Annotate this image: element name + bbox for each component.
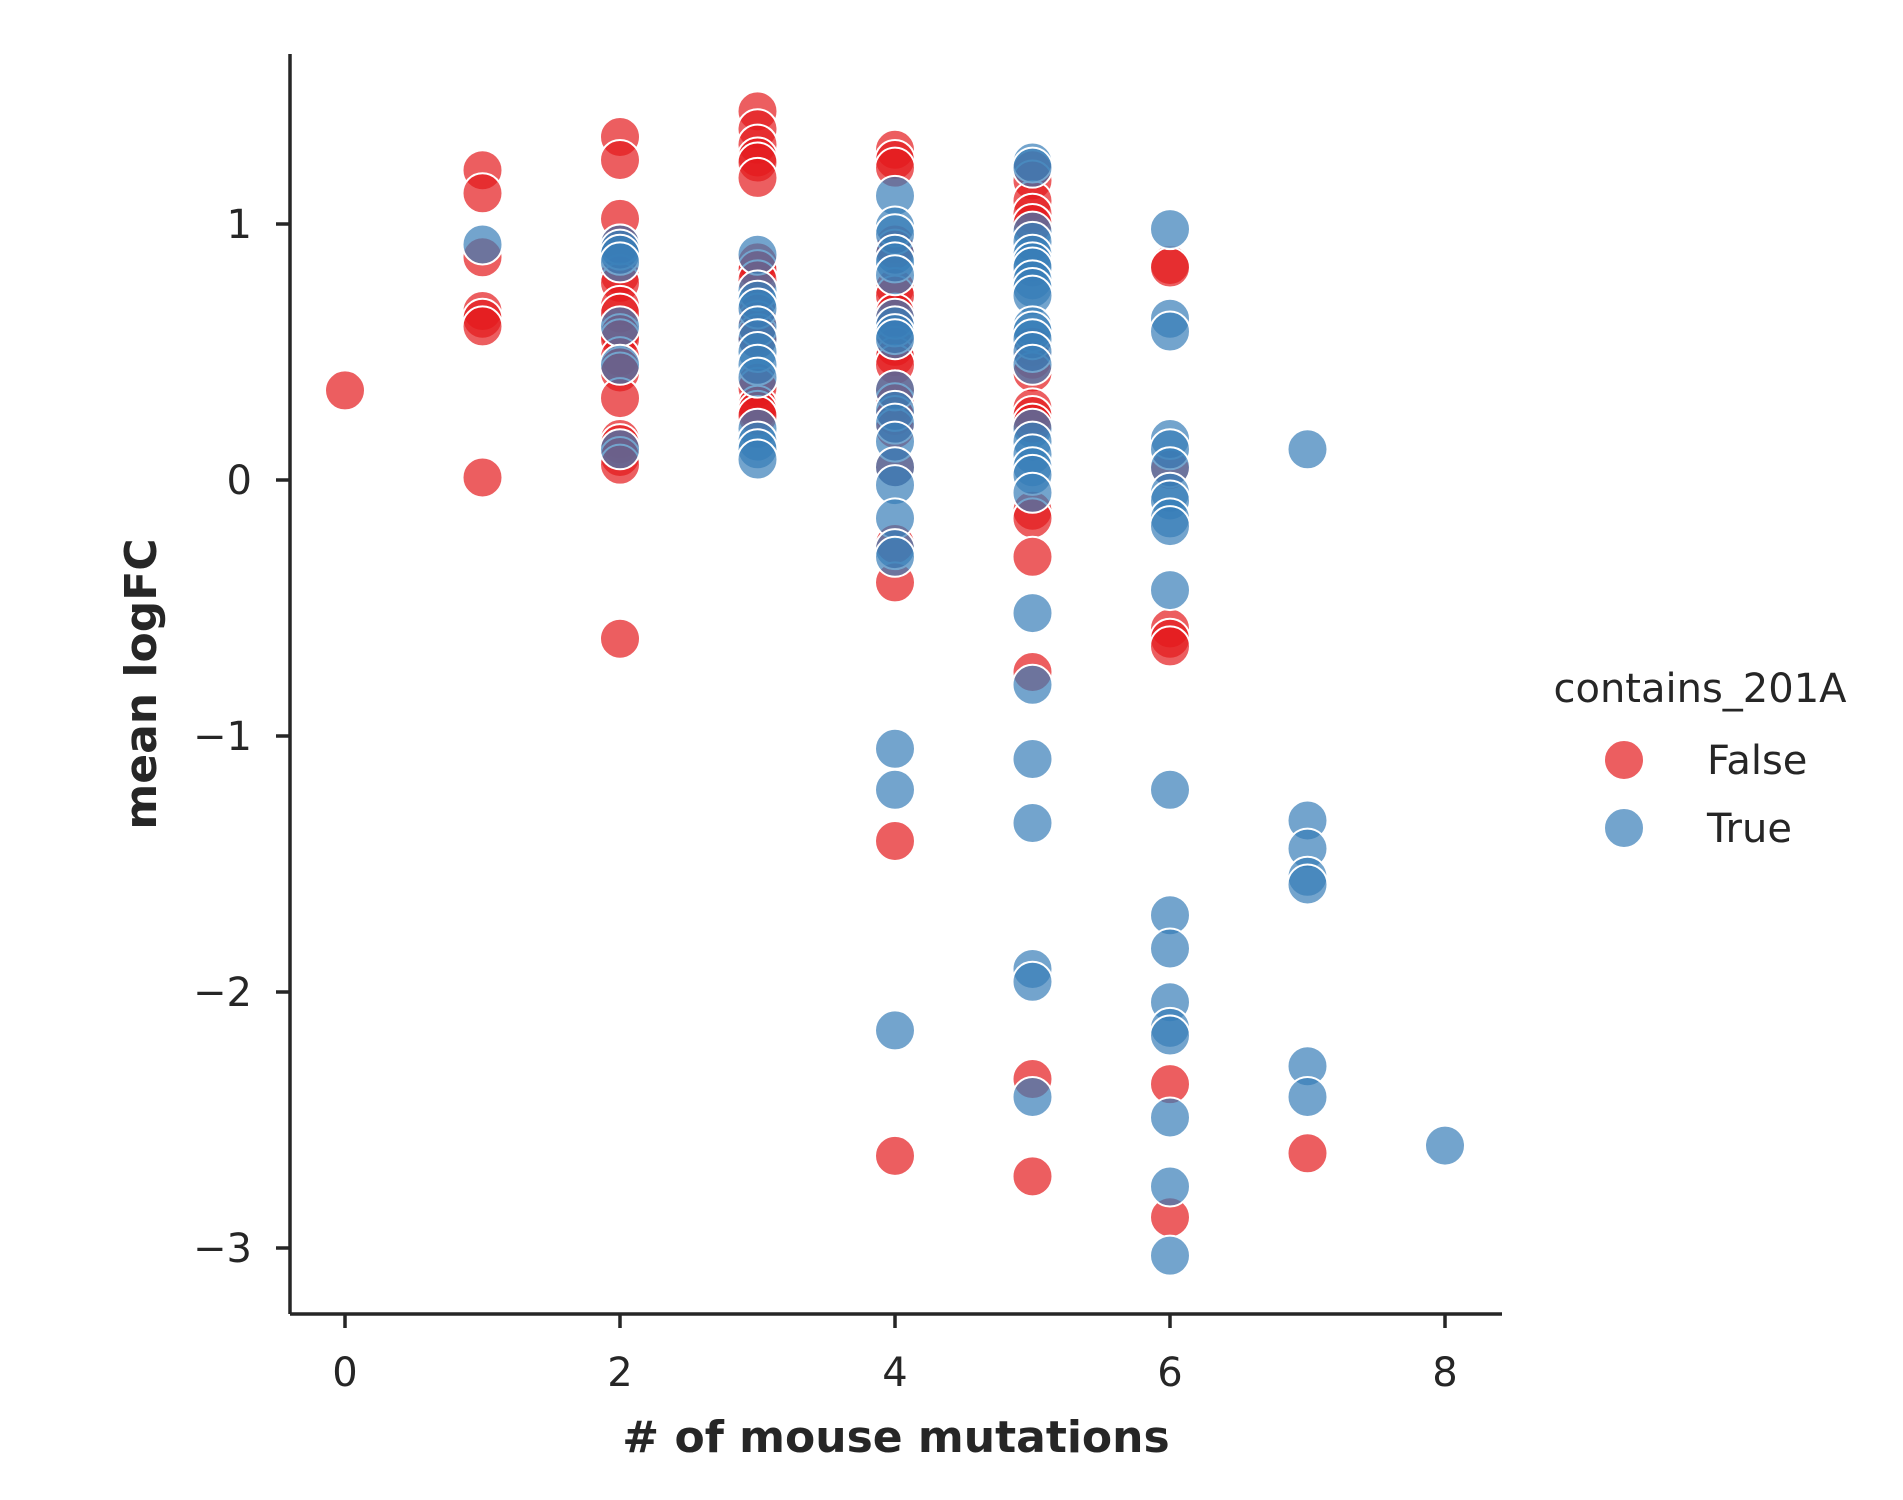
data-point bbox=[1149, 1014, 1191, 1057]
data-point bbox=[1286, 1132, 1329, 1175]
data-point bbox=[1149, 1165, 1191, 1208]
data-point bbox=[1149, 1096, 1191, 1139]
series-true bbox=[461, 141, 1466, 1277]
data-point bbox=[1011, 663, 1054, 706]
data-point bbox=[599, 241, 641, 284]
data-point bbox=[1011, 960, 1054, 1003]
y-axis-title: mean logFC bbox=[116, 538, 167, 829]
data-point bbox=[599, 305, 641, 348]
data-point bbox=[874, 535, 916, 578]
data-point bbox=[736, 233, 779, 276]
data-point bbox=[1149, 246, 1191, 289]
data-point bbox=[874, 727, 916, 770]
data-point bbox=[1011, 1075, 1054, 1118]
data-point bbox=[1149, 505, 1191, 548]
y-tick-label: −1 bbox=[193, 714, 252, 760]
data-point bbox=[1011, 343, 1054, 386]
data-point bbox=[1149, 1234, 1191, 1277]
y-ticks: 1 0 −1 −2 −3 bbox=[193, 202, 290, 1272]
data-point bbox=[1149, 569, 1191, 612]
data-point bbox=[1011, 592, 1054, 635]
legend: contains_201A False True bbox=[1553, 666, 1847, 852]
data-point bbox=[1286, 1075, 1329, 1118]
x-axis-title: # of mouse mutations bbox=[622, 1412, 1169, 1463]
data-point bbox=[324, 369, 366, 412]
data-point bbox=[736, 356, 779, 399]
data-point bbox=[1149, 768, 1191, 811]
x-tick-label: 8 bbox=[1432, 1350, 1457, 1396]
data-point bbox=[1424, 1124, 1466, 1167]
data-point bbox=[461, 305, 504, 348]
data-point bbox=[599, 428, 641, 471]
x-tick-label: 0 bbox=[332, 1350, 357, 1396]
data-point bbox=[874, 819, 916, 862]
x-tick-label: 2 bbox=[607, 1350, 632, 1396]
data-point bbox=[736, 438, 779, 481]
legend-label-false: False bbox=[1707, 738, 1807, 784]
x-tick-label: 4 bbox=[882, 1350, 907, 1396]
data-point bbox=[1011, 802, 1054, 845]
y-tick-label: −2 bbox=[193, 970, 252, 1016]
x-tick-label: 6 bbox=[1157, 1350, 1182, 1396]
x-ticks: 0 2 4 6 8 bbox=[332, 1314, 1458, 1396]
legend-marker-false bbox=[1603, 739, 1645, 781]
legend-marker-true bbox=[1603, 807, 1645, 849]
data-point bbox=[1286, 428, 1329, 471]
data-point bbox=[1149, 208, 1191, 251]
data-point bbox=[1149, 310, 1191, 353]
data-point bbox=[874, 254, 916, 297]
data-point bbox=[1011, 146, 1054, 189]
data-point bbox=[874, 1009, 916, 1052]
data-point bbox=[599, 343, 641, 386]
data-point bbox=[1149, 625, 1191, 668]
data-point bbox=[1149, 927, 1191, 970]
data-point bbox=[736, 156, 779, 199]
points-layer bbox=[324, 90, 1466, 1277]
data-point bbox=[1011, 738, 1054, 781]
data-point bbox=[1011, 535, 1054, 578]
data-point bbox=[1011, 1155, 1054, 1198]
data-point bbox=[874, 768, 916, 811]
data-point bbox=[599, 139, 641, 181]
data-point bbox=[874, 318, 916, 361]
y-tick-label: −3 bbox=[193, 1226, 252, 1272]
data-point bbox=[461, 456, 504, 499]
data-point bbox=[461, 172, 504, 215]
y-tick-label: 0 bbox=[227, 458, 252, 504]
data-point bbox=[599, 617, 641, 660]
data-point bbox=[1286, 863, 1329, 906]
legend-label-true: True bbox=[1706, 806, 1792, 852]
data-point bbox=[1011, 471, 1054, 514]
data-point bbox=[461, 223, 504, 266]
data-point bbox=[874, 1134, 916, 1177]
legend-title: contains_201A bbox=[1553, 666, 1847, 712]
y-tick-label: 1 bbox=[227, 202, 252, 248]
